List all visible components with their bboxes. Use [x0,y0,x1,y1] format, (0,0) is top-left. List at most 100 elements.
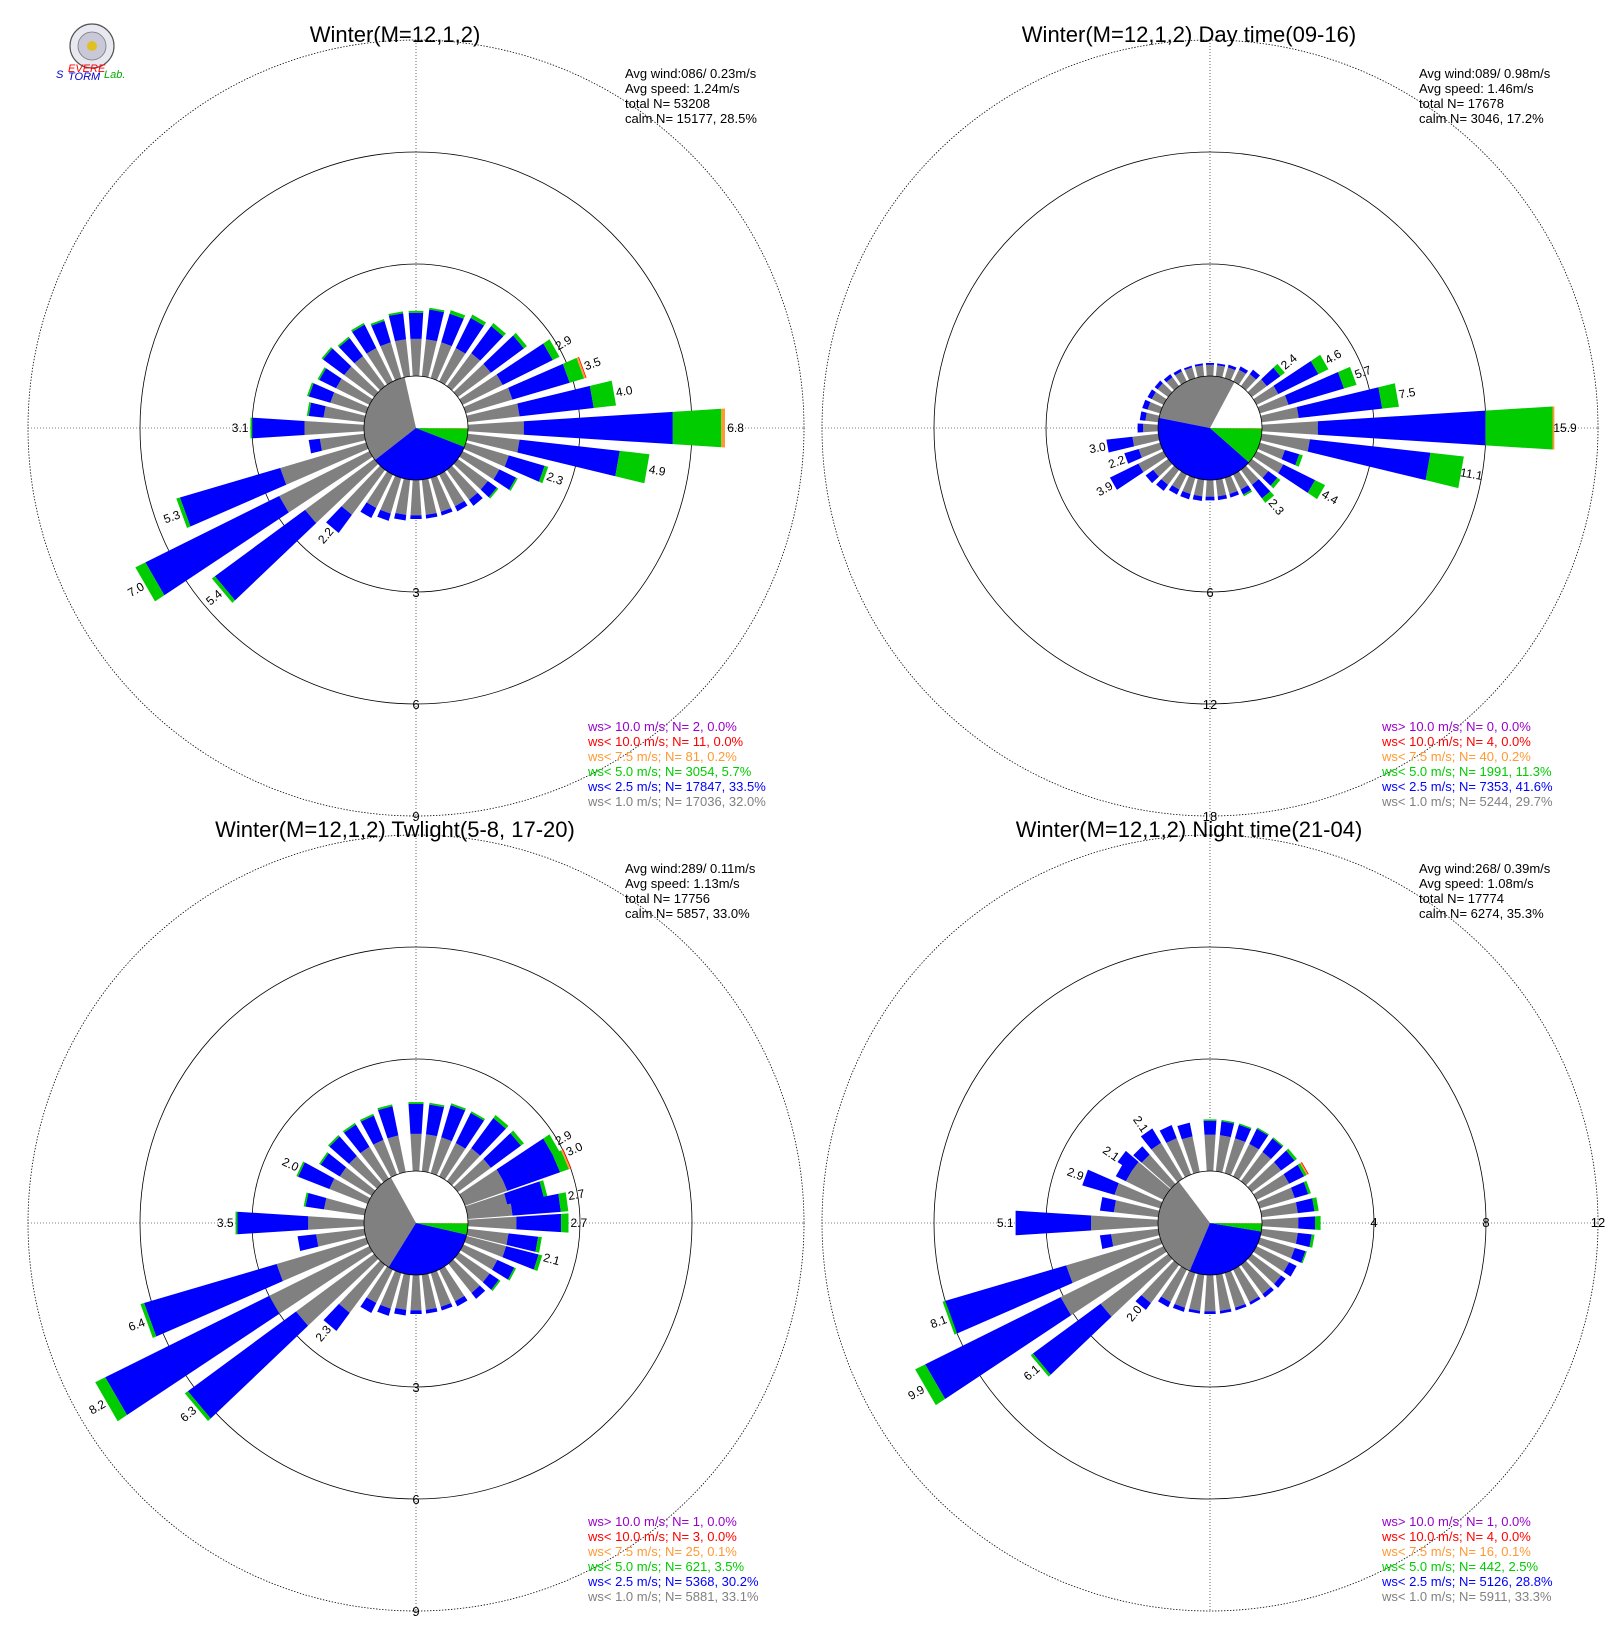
petal-310-b2 [323,348,352,375]
petal-110-b1 [1257,442,1285,460]
petal-300-b3 [317,367,327,380]
petal-330-b1 [1175,371,1187,385]
petal-210-b1 [366,1266,393,1304]
petal-335-b1 [1166,1138,1192,1178]
petal-30-b3 [1256,1127,1269,1136]
petal-total-label: 4.4 [1319,487,1341,508]
petal-total-label: 5.3 [162,507,183,526]
ring-label: 6 [1206,585,1213,600]
petal-108-b2 [502,1246,539,1270]
petal-20-b1 [430,1137,452,1176]
petal-280-b1 [323,406,366,423]
petal-270-b1 [304,420,365,436]
petal-210-b2 [1157,1296,1171,1308]
petal-335-b3 [359,1113,374,1122]
petal-40-b3 [491,323,506,337]
petal-335-b1 [373,1139,398,1178]
petal-170-b2 [425,513,438,519]
stat-line: Avg wind:268/ 0.39m/s [1419,861,1551,876]
petal-150-b1 [1233,471,1249,490]
petal-350-b1 [394,339,411,378]
petal-230-b2 [214,509,317,601]
pie-outline [1157,1170,1263,1276]
petal-305-b1 [339,1167,376,1196]
pie-slice-b1 [1157,1181,1210,1271]
petal-140-b2 [469,492,483,506]
petal-90-b4 [721,408,725,448]
petal-170-b1 [1215,1273,1231,1311]
ring-label: 6 [412,1492,419,1507]
petal-240-b1 [269,1246,373,1314]
petal-250-b2 [1124,449,1142,464]
petal-total-label: 3.5 [217,1216,234,1230]
petal-190-b2 [394,513,407,521]
petal-340-b3 [370,319,385,326]
petal-240-b2 [925,1297,1072,1399]
legend-entry-b3: ws< 5.0 m/s; N= 621, 3.5% [587,1559,745,1574]
petal-130-b1 [1247,458,1269,479]
logo-s: S [56,69,64,81]
petal-240-b2 [145,495,289,596]
petal-210-b2 [360,502,377,519]
petal-210-b2 [360,1297,377,1314]
petal-230-b1 [1153,458,1173,477]
petal-0-b2 [1205,363,1215,365]
petal-260-b2 [1099,1234,1114,1250]
petal-190-b1 [1189,1273,1205,1311]
petal-160-b1 [1224,1270,1246,1308]
petal-0-b2 [408,312,424,339]
petal-260-b1 [319,433,366,451]
petal-200-b2 [377,509,391,521]
petal-325-b3 [342,1122,356,1133]
petal-20-b2 [1227,364,1237,371]
petal-40-b3 [1272,1137,1284,1147]
pie-slice-calm [1178,1171,1262,1223]
petal-90-b3 [672,408,722,448]
petal-250-b3 [942,1300,958,1335]
petal-80-b3 [1312,1197,1319,1212]
petal-340-b2 [1183,365,1193,371]
petal-260-b1 [316,1228,366,1247]
petal-180-b2 [410,1310,422,1315]
petal-150-b2 [1249,1296,1261,1305]
petal-10-b3 [1221,1119,1235,1124]
petal-120-b2 [1278,464,1316,493]
petal-282-b2 [305,1192,327,1210]
petal-220-b2 [1135,1295,1151,1310]
petal-50-b3 [1273,363,1285,377]
stat-line: Avg wind:289/ 0.11m/s [625,861,756,876]
petal-270-b3 [250,417,253,439]
petal-330-b1 [366,347,393,385]
petal-40-b1 [446,353,481,391]
petal-80-b2 [1296,387,1383,419]
petal-90-b2 [523,411,673,445]
petal-160-b1 [1224,475,1238,495]
petal-total-label: 2.7 [570,1216,587,1230]
petal-30-b2 [455,317,485,354]
petal-30-b1 [1233,1143,1259,1180]
petal-270-b1 [1091,1215,1159,1231]
petal-100-b3 [1309,1234,1315,1248]
petal-130-b3 [488,487,499,499]
petal-10-b2 [1217,363,1226,367]
petal-100-b1 [466,433,520,453]
petal-350-b1 [1195,365,1205,378]
petal-total-label: 8.1 [928,1312,949,1331]
petal-10-b2 [1219,1121,1235,1138]
petal-290-b1 [1147,401,1163,414]
petal-140-b2 [1262,1287,1274,1298]
petal-60-b2 [1283,1164,1305,1184]
petal-60-b1 [459,1169,503,1200]
petal-240-b1 [1060,1246,1167,1316]
legend-entry-b1: ws< 1.0 m/s; N= 5244, 29.7% [1381,794,1553,809]
pie-slice-calm [404,376,468,428]
petal-total-label: 3.0 [564,1139,585,1159]
petal-230-b2 [187,1311,309,1419]
petal-67-b2 [502,1154,561,1191]
pie-slice-b3 [416,1223,468,1235]
legend-entry-b6: ws> 10.0 m/s; N= 1, 0.0% [1381,1514,1531,1529]
petal-120-b1 [459,451,500,480]
ring-label: 3 [412,1380,419,1395]
petal-100-b1 [1260,1228,1298,1244]
